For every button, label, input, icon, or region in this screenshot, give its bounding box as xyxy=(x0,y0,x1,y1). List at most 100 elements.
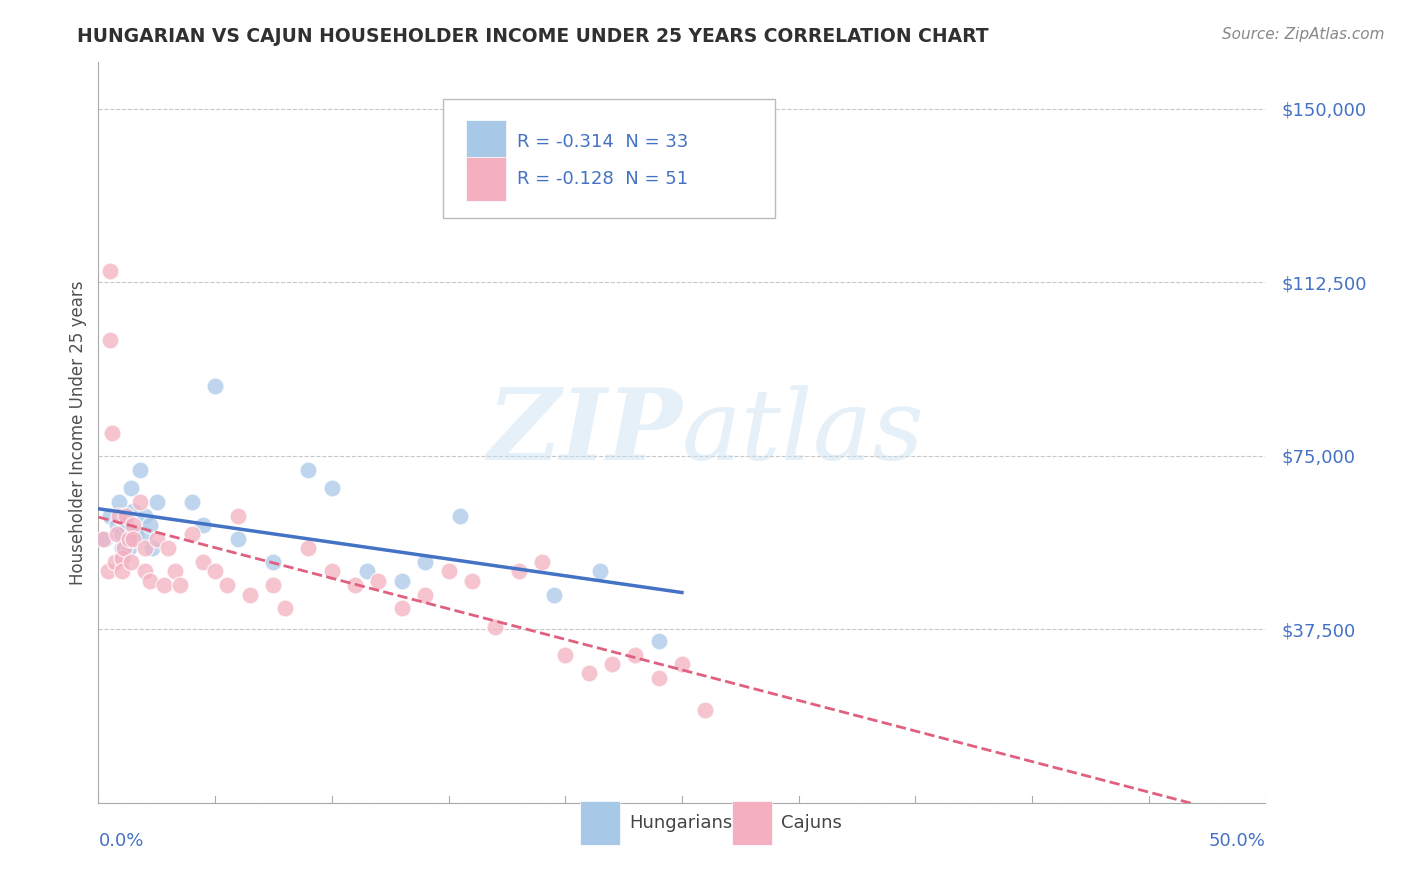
Point xyxy=(543,588,565,602)
Point xyxy=(94,532,117,546)
Y-axis label: Householder Income Under 25 years: Householder Income Under 25 years xyxy=(69,280,87,585)
Point xyxy=(554,648,576,662)
Point xyxy=(391,601,413,615)
Point xyxy=(129,462,152,476)
Point xyxy=(165,565,187,579)
Point xyxy=(134,541,156,556)
Point xyxy=(321,565,343,579)
Point xyxy=(108,508,131,523)
Text: R = -0.128  N = 51: R = -0.128 N = 51 xyxy=(517,170,689,188)
Point xyxy=(344,578,367,592)
Point xyxy=(204,379,226,393)
Text: ZIP: ZIP xyxy=(486,384,682,481)
Text: HUNGARIAN VS CAJUN HOUSEHOLDER INCOME UNDER 25 YEARS CORRELATION CHART: HUNGARIAN VS CAJUN HOUSEHOLDER INCOME UN… xyxy=(77,27,988,45)
Point xyxy=(129,495,152,509)
FancyBboxPatch shape xyxy=(733,801,772,845)
Point xyxy=(589,565,612,579)
Point xyxy=(262,578,284,592)
Text: 50.0%: 50.0% xyxy=(1209,832,1265,850)
Point xyxy=(461,574,484,588)
Point xyxy=(122,532,145,546)
Point xyxy=(228,508,250,523)
Point xyxy=(101,425,124,440)
Text: Cajuns: Cajuns xyxy=(782,814,842,832)
Point xyxy=(141,541,163,556)
Point xyxy=(297,541,319,556)
Point xyxy=(239,588,262,602)
Point xyxy=(118,541,141,556)
Point xyxy=(125,527,148,541)
Point xyxy=(228,532,250,546)
Point xyxy=(169,578,191,592)
Point xyxy=(115,518,138,533)
Point xyxy=(413,555,436,569)
Point xyxy=(274,601,297,615)
Point xyxy=(600,657,623,671)
Point xyxy=(367,574,389,588)
Point xyxy=(108,495,131,509)
Point xyxy=(105,518,128,533)
Point xyxy=(139,518,162,533)
Point xyxy=(98,333,121,347)
Point xyxy=(111,565,134,579)
FancyBboxPatch shape xyxy=(581,801,620,845)
Point xyxy=(437,565,460,579)
Point xyxy=(122,504,145,518)
Point xyxy=(157,541,180,556)
Point xyxy=(98,508,121,523)
Point xyxy=(134,527,156,541)
Point xyxy=(262,555,284,569)
Point xyxy=(139,574,162,588)
Point xyxy=(97,565,120,579)
Point xyxy=(152,578,174,592)
Point xyxy=(530,555,553,569)
Point xyxy=(180,527,202,541)
Point xyxy=(111,541,134,556)
Point xyxy=(215,578,238,592)
Point xyxy=(356,565,378,579)
Point xyxy=(115,508,138,523)
Point xyxy=(578,666,600,681)
Point xyxy=(118,532,141,546)
Point xyxy=(91,532,114,546)
Point xyxy=(413,588,436,602)
Point xyxy=(120,481,142,495)
Point xyxy=(647,671,669,685)
Point xyxy=(449,508,471,523)
Point xyxy=(146,495,169,509)
Text: R = -0.314  N = 33: R = -0.314 N = 33 xyxy=(517,133,689,151)
FancyBboxPatch shape xyxy=(465,157,506,201)
Text: Hungarians: Hungarians xyxy=(630,814,733,832)
Point xyxy=(122,518,145,533)
Point xyxy=(695,703,717,717)
Point xyxy=(112,508,135,523)
Point xyxy=(98,263,121,277)
Point xyxy=(321,481,343,495)
Point xyxy=(671,657,693,671)
Point xyxy=(134,565,156,579)
Point xyxy=(484,620,506,634)
Point xyxy=(624,648,647,662)
Point xyxy=(391,574,413,588)
Point xyxy=(134,508,156,523)
Point xyxy=(193,555,215,569)
Point xyxy=(193,518,215,533)
Point xyxy=(180,495,202,509)
Point xyxy=(112,541,135,556)
Text: 0.0%: 0.0% xyxy=(98,832,143,850)
Point xyxy=(508,565,530,579)
FancyBboxPatch shape xyxy=(443,99,775,218)
Text: atlas: atlas xyxy=(682,385,925,480)
Point xyxy=(120,555,142,569)
Point xyxy=(146,532,169,546)
Text: Source: ZipAtlas.com: Source: ZipAtlas.com xyxy=(1222,27,1385,42)
Point xyxy=(122,532,145,546)
Point xyxy=(104,555,127,569)
Point xyxy=(297,462,319,476)
Point xyxy=(111,550,134,565)
Point xyxy=(111,527,134,541)
Point xyxy=(647,633,669,648)
FancyBboxPatch shape xyxy=(465,120,506,164)
Point xyxy=(105,527,128,541)
Point xyxy=(204,565,226,579)
